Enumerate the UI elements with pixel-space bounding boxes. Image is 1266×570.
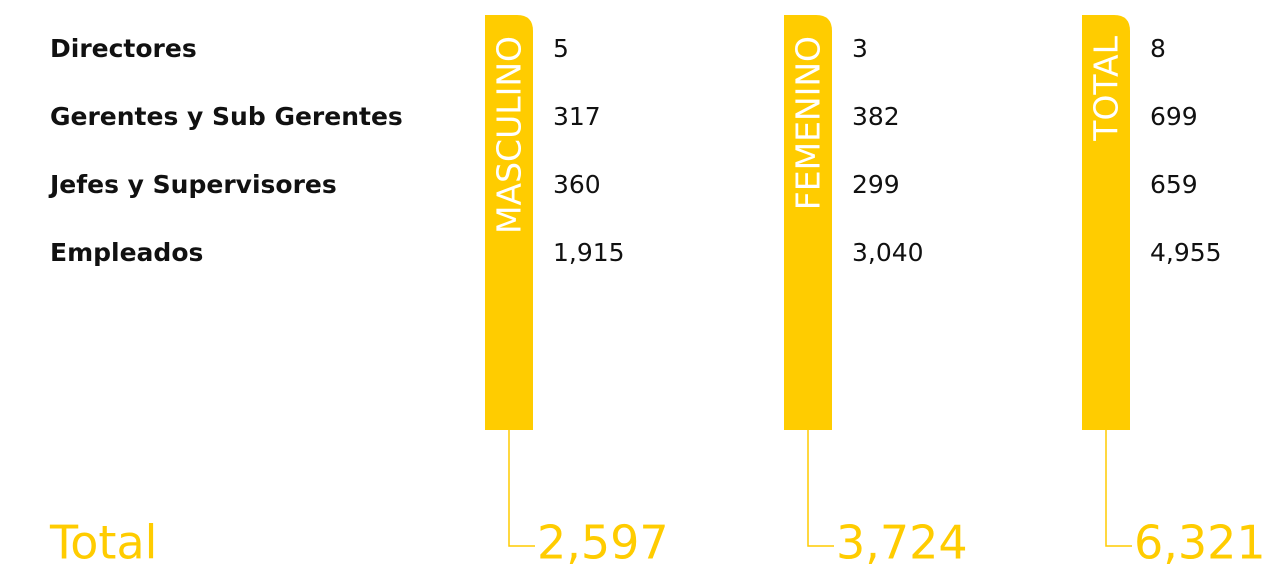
cell-value: 382 (852, 102, 900, 131)
connector (807, 430, 834, 547)
column-total: 3,724 (836, 516, 968, 570)
cell-value: 299 (852, 170, 900, 199)
column-bar (1082, 15, 1130, 430)
cell-value: 3 (852, 34, 868, 63)
cell-value: 317 (553, 102, 601, 131)
cell-value: 4,955 (1150, 238, 1222, 267)
connector (508, 430, 535, 547)
column-bar (485, 15, 533, 430)
cell-value: 659 (1150, 170, 1198, 199)
cell-value: 699 (1150, 102, 1198, 131)
column-bar (784, 15, 832, 430)
column-header: TOTAL (1087, 35, 1126, 141)
cell-value: 1,915 (553, 238, 625, 267)
column-header: MASCULINO (490, 36, 529, 234)
connector (1105, 430, 1132, 547)
column-total: 6,321 (1134, 516, 1266, 570)
cell-value: 8 (1150, 34, 1166, 63)
column-header: FEMENINO (789, 36, 828, 210)
cell-value: 3,040 (852, 238, 924, 267)
row-label: Directores (50, 34, 197, 63)
column-total: 2,597 (537, 516, 669, 570)
total-label: Total (49, 516, 157, 570)
cell-value: 5 (553, 34, 569, 63)
cell-value: 360 (553, 170, 601, 199)
row-label: Jefes y Supervisores (48, 170, 337, 199)
row-label: Gerentes y Sub Gerentes (50, 102, 403, 131)
row-label: Empleados (50, 238, 203, 267)
